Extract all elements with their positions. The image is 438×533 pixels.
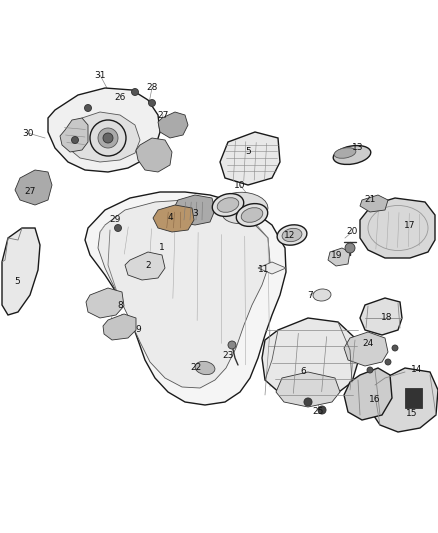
Ellipse shape [334, 148, 356, 158]
Polygon shape [405, 388, 422, 408]
Polygon shape [48, 88, 160, 172]
Text: 16: 16 [369, 395, 381, 405]
Text: 13: 13 [352, 142, 364, 151]
Polygon shape [344, 332, 388, 366]
Text: 2: 2 [145, 261, 151, 270]
Text: 14: 14 [411, 366, 423, 375]
Ellipse shape [241, 208, 263, 222]
Circle shape [71, 136, 78, 143]
Text: 27: 27 [157, 110, 169, 119]
Text: 5: 5 [14, 278, 20, 287]
Text: 10: 10 [234, 181, 246, 190]
Polygon shape [158, 112, 188, 138]
Text: 4: 4 [167, 214, 173, 222]
Polygon shape [223, 192, 268, 224]
Polygon shape [220, 132, 280, 185]
Text: 9: 9 [135, 326, 141, 335]
Polygon shape [172, 195, 215, 225]
Polygon shape [15, 170, 52, 205]
Polygon shape [370, 368, 438, 432]
Polygon shape [60, 118, 88, 152]
Polygon shape [98, 200, 270, 388]
Polygon shape [136, 138, 172, 172]
Text: 18: 18 [381, 313, 393, 322]
Circle shape [367, 367, 373, 373]
Ellipse shape [313, 289, 331, 301]
Text: 7: 7 [307, 290, 313, 300]
Polygon shape [360, 198, 435, 258]
Polygon shape [360, 195, 388, 212]
Text: 29: 29 [110, 215, 121, 224]
Ellipse shape [333, 146, 371, 165]
Polygon shape [85, 192, 286, 405]
Polygon shape [66, 112, 140, 162]
Text: 23: 23 [223, 351, 234, 359]
Ellipse shape [277, 225, 307, 245]
Text: 5: 5 [245, 148, 251, 157]
Text: 12: 12 [284, 230, 296, 239]
Circle shape [228, 341, 236, 349]
Circle shape [103, 133, 113, 143]
Circle shape [148, 100, 155, 107]
Polygon shape [328, 248, 350, 266]
Circle shape [98, 128, 118, 148]
Ellipse shape [236, 204, 268, 227]
Text: 24: 24 [362, 338, 374, 348]
Text: 30: 30 [22, 128, 34, 138]
Text: 6: 6 [300, 367, 306, 376]
Text: 15: 15 [406, 408, 418, 417]
Polygon shape [153, 205, 194, 232]
Text: 28: 28 [146, 84, 158, 93]
Text: 3: 3 [192, 208, 198, 217]
Polygon shape [344, 368, 392, 420]
Circle shape [345, 243, 355, 253]
Text: 17: 17 [404, 221, 416, 230]
Circle shape [114, 224, 121, 231]
Ellipse shape [212, 193, 244, 216]
Text: 1: 1 [159, 244, 165, 253]
Text: 11: 11 [258, 265, 270, 274]
Ellipse shape [195, 361, 215, 375]
Circle shape [90, 120, 126, 156]
Text: 8: 8 [117, 301, 123, 310]
Circle shape [385, 359, 391, 365]
Text: 20: 20 [346, 228, 358, 237]
Polygon shape [262, 318, 358, 400]
Polygon shape [360, 298, 402, 335]
Circle shape [85, 104, 92, 111]
Circle shape [318, 406, 326, 414]
Polygon shape [86, 288, 124, 318]
Text: 27: 27 [25, 188, 35, 197]
Text: 31: 31 [94, 70, 106, 79]
Circle shape [304, 398, 312, 406]
Polygon shape [276, 372, 340, 407]
Ellipse shape [282, 228, 302, 241]
Text: 19: 19 [331, 251, 343, 260]
Circle shape [392, 345, 398, 351]
Polygon shape [125, 252, 165, 280]
Text: 21: 21 [364, 196, 376, 205]
Polygon shape [2, 228, 40, 315]
Ellipse shape [217, 198, 239, 212]
Text: 26: 26 [114, 93, 126, 102]
Text: 25: 25 [312, 408, 324, 416]
Text: 22: 22 [191, 364, 201, 373]
Polygon shape [103, 314, 136, 340]
Circle shape [131, 88, 138, 95]
Polygon shape [258, 262, 286, 274]
